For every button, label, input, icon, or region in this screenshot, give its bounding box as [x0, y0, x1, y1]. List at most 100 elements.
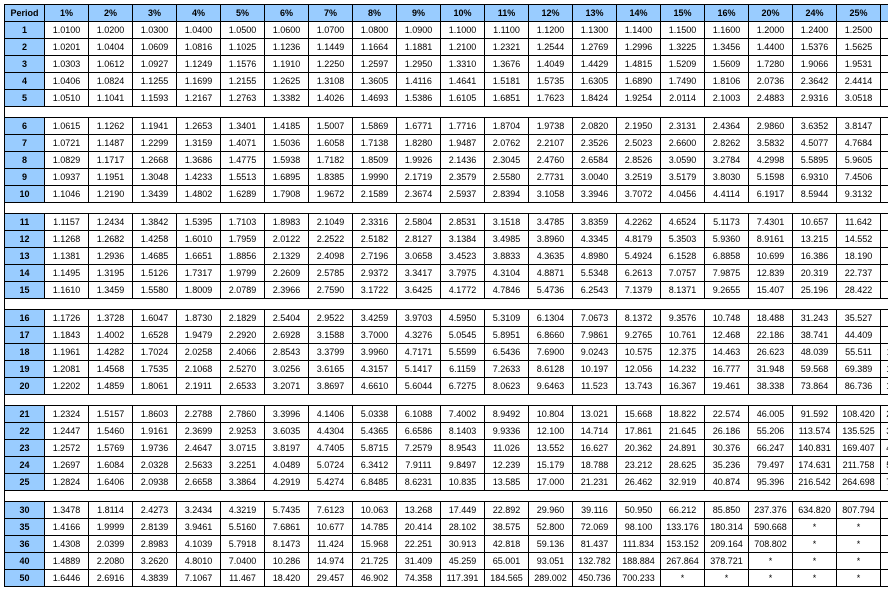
value-cell: 18.822 [661, 406, 705, 423]
value-cell: 1.1487 [89, 135, 133, 152]
rate-header: 10% [441, 5, 485, 22]
rate-header: 2% [89, 5, 133, 22]
period-cell: 2 [5, 39, 45, 56]
table-row: 361.43082.03992.89834.10395.79188.147311… [5, 536, 888, 553]
value-cell: 9.2765 [617, 327, 661, 344]
value-cell: 28.422 [837, 282, 881, 299]
value-cell: 42.818 [485, 536, 529, 553]
value-cell: 1.0510 [45, 90, 89, 107]
period-cell: 21 [5, 406, 45, 423]
table-row: 171.18431.40021.65281.94792.29202.69283.… [5, 327, 888, 344]
table-row: 161.17261.37281.60471.87302.18292.54042.… [5, 310, 888, 327]
value-cell: 2.6533 [221, 378, 265, 395]
value-cell: * [881, 570, 888, 587]
value-cell: 30.376 [705, 440, 749, 457]
value-cell: 1.6047 [133, 310, 177, 327]
value-cell: 2.0399 [89, 536, 133, 553]
value-cell: 2.3699 [177, 423, 221, 440]
value-cell: 1.0612 [89, 56, 133, 73]
value-cell: 2.4647 [177, 440, 221, 457]
value-cell: 3.3417 [397, 265, 441, 282]
value-cell: 2.5270 [221, 361, 265, 378]
value-cell: 1.2682 [89, 231, 133, 248]
value-cell: 18.788 [573, 457, 617, 474]
value-cell: 2.5785 [309, 265, 353, 282]
value-cell: 190.050 [881, 378, 888, 395]
value-cell: 1.5036 [265, 135, 309, 152]
value-cell: 4.1039 [177, 536, 221, 553]
value-cell: 1.6058 [309, 135, 353, 152]
value-cell: 5.3503 [661, 231, 705, 248]
value-cell: 1.0816 [177, 39, 221, 56]
period-cell: 5 [5, 90, 45, 107]
rate-header: 5% [221, 5, 265, 22]
value-cell: 79.497 [749, 457, 793, 474]
value-cell: 1.2190 [89, 186, 133, 203]
value-cell: 146.192 [881, 361, 888, 378]
value-cell: 13.786 [881, 186, 888, 203]
value-cell: 1.2081 [45, 361, 89, 378]
value-cell: 1.6890 [617, 73, 661, 90]
value-cell: 113.574 [793, 423, 837, 440]
value-cell: 30.288 [881, 248, 888, 265]
rate-header: 9% [397, 5, 441, 22]
value-cell: 108.420 [837, 406, 881, 423]
value-cell: 28.102 [441, 519, 485, 536]
period-cell: 8 [5, 152, 45, 169]
value-cell: 1.2763 [221, 90, 265, 107]
value-cell: 86.736 [837, 378, 881, 395]
value-cell: 12.239 [485, 457, 529, 474]
value-cell: 3.4985 [485, 231, 529, 248]
value-cell: 6.8485 [353, 474, 397, 491]
value-cell: 1.4889 [45, 553, 89, 570]
value-cell: 5.5348 [573, 265, 617, 282]
value-cell: 1.1726 [45, 310, 89, 327]
value-cell: 417.539 [881, 440, 888, 457]
value-cell: 1.6105 [441, 90, 485, 107]
value-cell: 1.9736 [133, 440, 177, 457]
value-cell: 2.8543 [265, 344, 309, 361]
value-cell: 2.1003 [705, 90, 749, 107]
value-cell: 1.6084 [89, 457, 133, 474]
value-cell: 3.8359 [573, 214, 617, 231]
value-cell: 1.2950 [397, 56, 441, 73]
value-cell: 5.8715 [353, 440, 397, 457]
value-cell: 2.0938 [133, 474, 177, 491]
spacer-cell [5, 107, 888, 118]
value-cell: 111.834 [617, 536, 661, 553]
value-cell: 1.0201 [45, 39, 89, 56]
value-cell: 13.552 [529, 440, 573, 457]
value-cell: 18.420 [265, 570, 309, 587]
value-cell: 4.1772 [441, 282, 485, 299]
value-cell: 4.8179 [617, 231, 661, 248]
value-cell: 3.2071 [265, 378, 309, 395]
value-cell: 1.6406 [89, 474, 133, 491]
value-cell: 91.592 [793, 406, 837, 423]
value-cell: 2.5804 [397, 214, 441, 231]
value-cell: 2.6658 [177, 474, 221, 491]
value-cell: 2.5580 [485, 169, 529, 186]
value-cell: 20.414 [397, 519, 441, 536]
period-cell: 25 [5, 474, 45, 491]
value-cell: 16.386 [793, 248, 837, 265]
value-cell: 12.839 [749, 265, 793, 282]
value-cell: 8.1371 [661, 282, 705, 299]
value-cell: 1.4429 [573, 56, 617, 73]
value-cell: 1.1100 [485, 22, 529, 39]
value-cell: 211.758 [837, 457, 881, 474]
value-cell: 1.3108 [309, 73, 353, 90]
value-cell: 6.1528 [661, 248, 705, 265]
rate-header: 24% [793, 5, 837, 22]
value-cell: 4.3157 [353, 361, 397, 378]
value-cell: 10.699 [749, 248, 793, 265]
value-cell: 209.164 [705, 536, 749, 553]
value-cell: 22.251 [397, 536, 441, 553]
value-cell: 1.1400 [617, 22, 661, 39]
value-cell: 1.9738 [529, 118, 573, 135]
value-cell: 1.3842 [133, 214, 177, 231]
value-cell: 1.3000 [881, 22, 888, 39]
value-cell: 24.891 [661, 440, 705, 457]
value-cell: 1.7182 [309, 152, 353, 169]
value-cell: * [705, 570, 749, 587]
value-cell: 11.642 [837, 214, 881, 231]
